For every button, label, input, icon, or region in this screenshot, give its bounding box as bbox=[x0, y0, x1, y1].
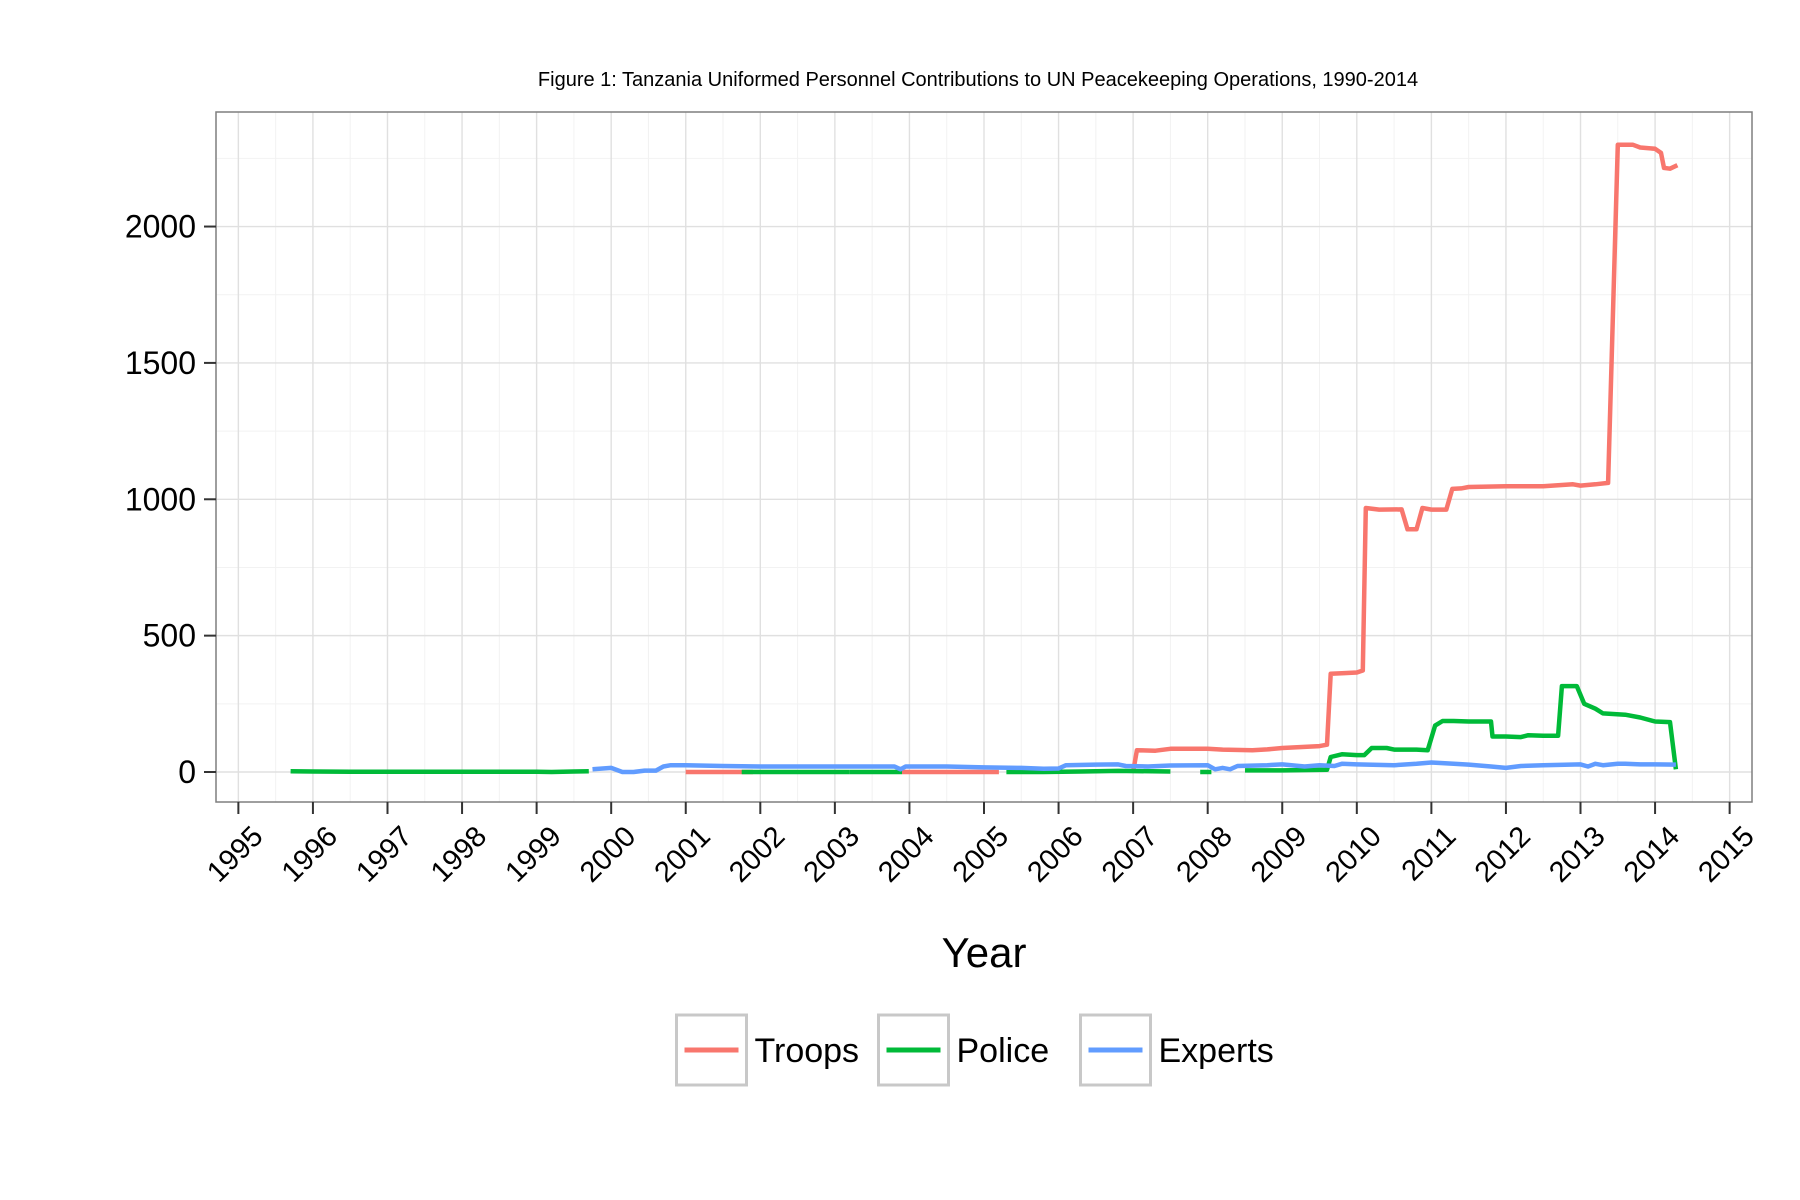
x-tick-label: 1999 bbox=[499, 820, 567, 888]
chart-title: Figure 1: Tanzania Uniformed Personnel C… bbox=[538, 69, 1418, 91]
x-tick-label: 2005 bbox=[947, 820, 1015, 888]
x-tick-label: 2008 bbox=[1171, 820, 1239, 888]
y-tick-label: 2000 bbox=[125, 209, 196, 245]
series-police bbox=[290, 683, 1679, 775]
x-tick-label: 2001 bbox=[649, 820, 717, 888]
y-tick-label: 0 bbox=[178, 754, 196, 790]
x-tick-label: 2014 bbox=[1618, 820, 1686, 888]
x-tick-label: 2012 bbox=[1469, 820, 1537, 888]
y-tick-label: 500 bbox=[143, 618, 196, 654]
x-tick-label: 1995 bbox=[201, 820, 269, 888]
y-axis: 0 500 1000 1500 2000 bbox=[125, 209, 216, 790]
series-lines bbox=[290, 142, 1679, 775]
series-line-troops bbox=[1130, 142, 1679, 773]
series-line-experts bbox=[592, 760, 1676, 775]
x-axis-title: Year bbox=[942, 929, 1027, 976]
y-tick-label: 1500 bbox=[125, 345, 196, 381]
x-tick-label: 1997 bbox=[350, 820, 418, 888]
legend-label: Experts bbox=[1159, 1032, 1274, 1070]
series-line-police bbox=[1006, 768, 1171, 775]
x-tick-label: 1998 bbox=[425, 820, 493, 888]
x-tick-label: 2015 bbox=[1692, 820, 1760, 888]
x-tick-label: 2011 bbox=[1396, 820, 1463, 887]
legend-label: Police bbox=[957, 1032, 1050, 1070]
x-tick-label: 2000 bbox=[574, 820, 642, 888]
x-tick-label: 2002 bbox=[723, 820, 791, 888]
y-tick-label: 1000 bbox=[125, 481, 196, 517]
x-tick-label: 2007 bbox=[1096, 820, 1164, 888]
x-tick-label: 2006 bbox=[1021, 820, 1089, 888]
legend-label: Troops bbox=[755, 1032, 860, 1070]
x-tick-label: 2010 bbox=[1320, 820, 1388, 888]
series-line-police bbox=[290, 768, 589, 775]
x-tick-label: 2003 bbox=[798, 820, 866, 888]
series-line-police bbox=[1245, 683, 1679, 773]
legend-item-troops: Troops bbox=[675, 1013, 860, 1087]
x-tick-label: 1996 bbox=[276, 820, 344, 888]
x-tick-label: 2009 bbox=[1245, 820, 1313, 888]
legend-item-experts: Experts bbox=[1079, 1013, 1274, 1087]
legend-item-police: Police bbox=[877, 1013, 1050, 1087]
legend: Troops Police Experts bbox=[675, 1013, 1274, 1087]
x-tick-label: 2013 bbox=[1543, 820, 1611, 888]
x-axis: 1995 1996 1997 1998 1999 2000 2001 2002 2003 2004… bbox=[201, 802, 1761, 889]
series-experts bbox=[592, 760, 1676, 775]
x-tick-label: 2004 bbox=[872, 820, 940, 888]
